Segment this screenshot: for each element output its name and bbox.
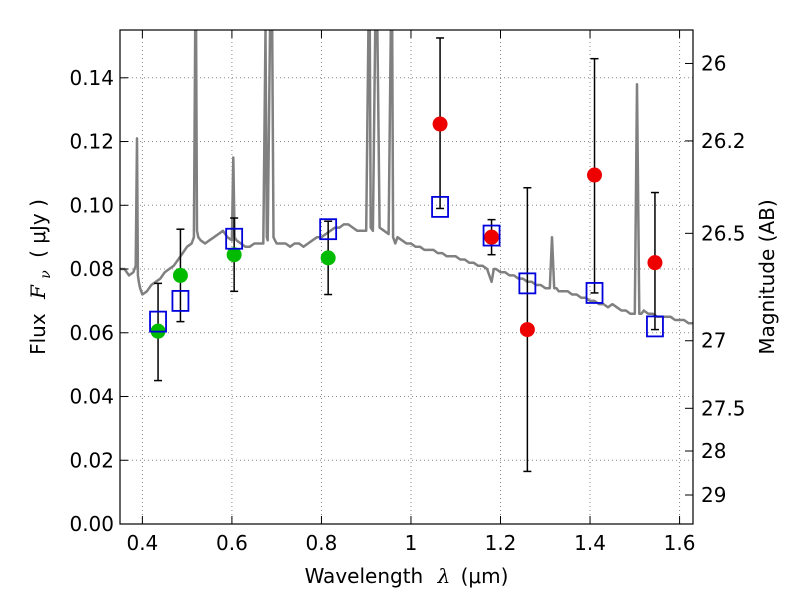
red-data-point bbox=[647, 255, 663, 271]
y-tick-label: 0.06 bbox=[69, 321, 114, 345]
data-markers bbox=[149, 116, 664, 339]
x-tick-label: 1.2 bbox=[485, 531, 517, 555]
plot-frame bbox=[119, 29, 694, 525]
y2-tick-label: 27.5 bbox=[701, 396, 746, 420]
red-data-point bbox=[587, 167, 603, 183]
model-photometry-square bbox=[319, 218, 338, 241]
y-tick-label: 0.14 bbox=[69, 66, 114, 90]
y-tick-label: 0.10 bbox=[69, 193, 114, 217]
y2-tick-label: 26.2 bbox=[701, 129, 746, 153]
y-tick-label: 0.04 bbox=[69, 385, 114, 409]
x-tick-label: 0.4 bbox=[126, 531, 158, 555]
green-data-point bbox=[320, 250, 336, 266]
model-photometry-square bbox=[225, 227, 244, 250]
green-data-point bbox=[226, 247, 242, 263]
y2-tick-label: 27 bbox=[701, 329, 726, 353]
y-axis-label: Flux F ν ( μJy ) bbox=[26, 199, 55, 355]
model-photometry-square bbox=[518, 272, 537, 295]
model-spectrum-line bbox=[120, 30, 693, 325]
model-photometry-square bbox=[431, 195, 449, 218]
model-photometry-square bbox=[482, 224, 501, 247]
x-axis-label: Wavelength λ (μm) bbox=[305, 564, 509, 588]
x-tick-label: 1 bbox=[405, 531, 418, 555]
y2-tick-label: 26 bbox=[701, 51, 726, 75]
x-tick-label: 0.6 bbox=[216, 531, 248, 555]
y-tick-label: 0.08 bbox=[69, 257, 114, 281]
axes: 0.4 0.6 0.8 1 1.2 1.4 1.6 0.00 0.02 0.04 0.06 0.08 0… bbox=[69, 30, 746, 555]
red-data-point bbox=[519, 322, 535, 338]
x-tick-label: 1.4 bbox=[574, 531, 606, 555]
y-tick-label: 0.12 bbox=[69, 130, 114, 154]
red-data-point bbox=[484, 229, 500, 245]
x-tick-label: 0.8 bbox=[306, 531, 338, 555]
model-photometry-square bbox=[646, 315, 664, 338]
model-photometry-square bbox=[149, 310, 167, 333]
y-tick-label: 0.00 bbox=[69, 512, 114, 536]
green-data-point bbox=[172, 267, 188, 283]
red-data-point bbox=[432, 116, 448, 132]
y2-tick-label: 29 bbox=[701, 483, 726, 507]
y-tick-label: 0.02 bbox=[69, 448, 114, 472]
model-photometry-square bbox=[585, 282, 604, 304]
y2-tick-label: 28 bbox=[701, 439, 726, 463]
y2-axis-label: Magnitude (AB) bbox=[755, 199, 779, 354]
model-photometry-square bbox=[171, 290, 190, 312]
y2-tick-label: 26.5 bbox=[701, 221, 746, 245]
model-spectrum-layer bbox=[120, 30, 693, 325]
grid bbox=[120, 30, 693, 525]
x-tick-label: 1.6 bbox=[664, 531, 696, 555]
